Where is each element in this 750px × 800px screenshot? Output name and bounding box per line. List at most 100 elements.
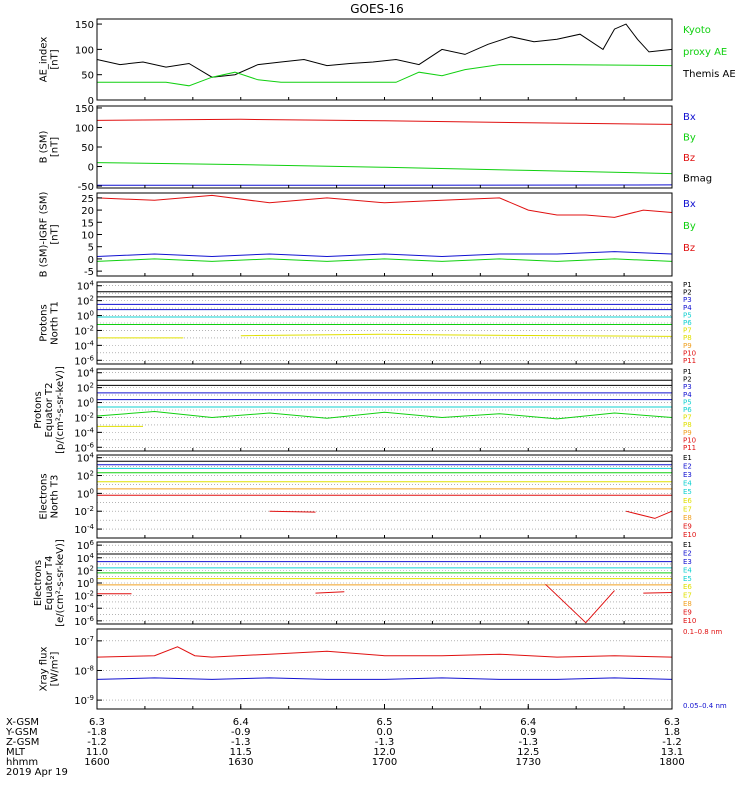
legend-entry: P11 [683,444,696,452]
series-line-bz [96,194,673,218]
y-tick-label: 10-6 [74,354,94,367]
y-tick-label: 10 [81,231,94,242]
panel-frame [96,628,673,710]
legend-entry: E10 [683,531,696,539]
y-tick-label: 104 [77,280,95,293]
legend-entry: E8 [683,514,692,522]
legend-entry: P8 [683,421,692,429]
legend-entry: P6 [683,406,692,414]
x-tick-label: -0.9 [231,727,251,738]
y-tick-label: 10-6 [74,441,94,454]
y-axis-title: [e/(cm²-s-sr-keV)] [55,539,66,627]
y-tick-label: 10-6 [74,615,94,628]
legend-entry: E6 [683,497,692,505]
y-axis-title: [p/(cm²-s-sr-keV)] [55,366,66,454]
y-tick-label: 10-9 [74,694,94,707]
legend-entry: E8 [683,600,692,608]
y-tick-label: 106 [77,539,95,552]
y-tick-label: 10-4 [74,523,94,536]
legend-entry: E7 [683,592,692,600]
series-line-green [96,410,673,420]
legend-entry: P2 [683,289,692,297]
x-row-label: 2019 Apr 19 [6,767,68,778]
y-axis-title: B (SM) [39,130,50,163]
x-tick-label: -1.2 [87,737,107,748]
legend-entry: Kyoto [683,25,711,36]
legend-entry: P6 [683,319,692,327]
y-axis-title: Protons [33,391,44,428]
legend-entry: P11 [683,357,696,365]
legend-entry: Bx [683,112,696,123]
legend-entry: P7 [683,327,692,335]
legend-entry: P9 [683,429,692,437]
y-axis-title: Xray flux [39,647,50,692]
legend-entry: P2 [683,376,692,384]
y-tick-label: -50 [78,182,94,193]
x-tick-label: 6.3 [664,717,680,728]
legend-entry: P4 [683,304,692,312]
y-tick-label: 102 [77,295,94,308]
legend-entry: E1 [683,454,692,462]
series-line-by [96,258,673,262]
series-line-bz [96,118,673,125]
legend-entry: P1 [683,368,692,376]
y-tick-label: 100 [77,577,94,590]
legend-entry: P10 [683,436,696,444]
legend-entry: E3 [683,471,692,479]
y-tick-label: 100 [77,397,94,410]
x-tick-label: 6.4 [233,717,249,728]
x-tick-label: 6.4 [520,717,536,728]
x-tick-label: 1630 [228,757,253,768]
series-line-themis-ae [96,23,673,78]
y-axis-title: [nT] [50,224,61,244]
y-tick-label: 10-4 [74,602,94,615]
y-axis-title: B (SM)-IGRF (SM) [39,192,50,278]
series-line-red [269,510,316,513]
legend-entry: 0.1–0.8 nm [683,628,722,636]
y-tick-label: 0 [88,255,94,266]
series-line-bx [96,251,673,258]
x-tick-label: 1700 [372,757,397,768]
legend-entry: P8 [683,334,692,342]
legend-entry: E4 [683,480,692,488]
y-tick-label: 20 [81,206,94,217]
y-axis-title: Protons [39,304,50,341]
series-line-red [625,510,673,519]
x-tick-label: 6.5 [377,717,393,728]
legend-entry: Themis AE [682,69,736,80]
legend-entry: Bz [683,153,695,164]
y-tick-label: 10-2 [74,324,94,337]
legend-entry: E7 [683,505,692,513]
x-tick-label: 1600 [84,757,109,768]
y-tick-label: 100 [75,123,94,134]
panel-frame [96,368,673,452]
panel-2: 150 100 50 0 -50 B (SM) [nT] Bx By Bz Bmag [39,104,713,193]
y-tick-label: 5 [88,243,94,254]
panel-frame [96,192,673,277]
y-tick-label: 10-4 [74,426,94,439]
y-tick-label: 10-4 [74,339,94,352]
x-row-label: Y-GSM [5,727,38,738]
y-tick-label: 10-2 [74,505,94,518]
x-row-label: Z-GSM [6,737,39,748]
y-axis-title: AE_index [39,37,50,83]
x-tick-label: 0.9 [520,727,536,738]
y-axis-title: Electrons [39,473,50,519]
y-tick-label: 50 [81,71,94,82]
legend-entry: E1 [683,541,692,549]
y-tick-label: 102 [77,564,94,577]
series-line-red [643,592,673,594]
y-tick-label: 15 [81,218,94,229]
legend-entry: Bx [683,199,696,210]
y-tick-label: 100 [77,487,94,500]
x-row-label: X-GSM [6,717,39,728]
x-tick-label: 12.5 [517,747,539,758]
y-tick-label: 10-7 [74,635,94,648]
legend-entry: P5 [683,398,692,406]
